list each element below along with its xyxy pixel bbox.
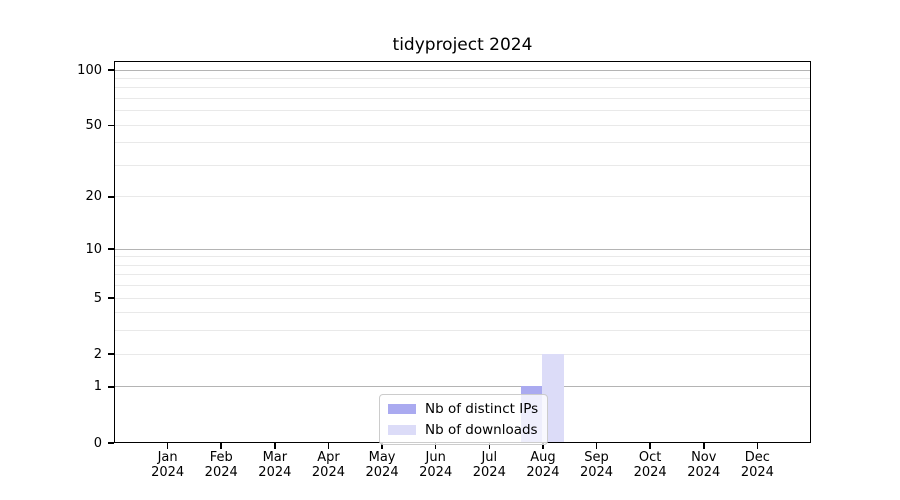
x-tick-mark-nov [703,443,705,449]
legend-label-distinct-ips: Nb of distinct IPs [425,401,539,417]
x-tick-label-nov: Nov 2024 [687,450,721,480]
gridline-minor-80 [115,87,810,89]
y-tick-label-2: 2 [93,346,102,362]
legend-item-downloads: Nb of downloads [388,422,538,438]
plot-area [114,61,811,443]
x-tick-label-oct: Oct 2024 [633,450,667,480]
y-tick-mark-5 [108,297,114,299]
y-tick-mark-2 [108,353,114,355]
y-tick-mark-1 [108,386,114,388]
gridline-minor-90 [115,77,810,79]
x-tick-mark-jun [434,443,437,449]
x-tick-label-dec: Dec 2024 [740,450,774,480]
x-tick-label-jun: Jun 2024 [419,450,453,480]
y-tick-mark-100 [108,69,114,71]
x-tick-label-jul: Jul 2024 [472,450,506,480]
x-tick-mark-jul [488,443,491,449]
y-tick-label-50: 50 [85,117,102,133]
y-tick-mark-10 [108,248,114,250]
legend-item-distinct-ips: Nb of distinct IPs [388,401,538,417]
gridline-minor-60 [115,110,810,112]
gridline-minor-7 [115,274,810,276]
x-tick-mark-aug [542,443,544,449]
gridline-major-100 [115,69,810,71]
y-tick-label-10: 10 [85,241,102,257]
legend-swatch-distinct-ips [388,404,416,414]
y-tick-label-100: 100 [77,62,102,78]
legend-swatch-downloads [388,425,416,435]
legend: Nb of distinct IPs Nb of downloads [379,394,549,445]
x-tick-mark-sep [595,443,598,449]
x-tick-mark-may [381,443,383,449]
x-tick-mark-dec [756,443,759,449]
gridline-minor-5 [115,297,810,299]
chart-title: tidyproject 2024 [392,35,533,55]
x-tick-mark-feb [220,443,222,449]
gridline-minor-9 [115,256,810,258]
x-tick-label-feb: Feb 2024 [204,450,238,480]
x-tick-label-aug: Aug 2024 [526,450,560,480]
gridline-minor-70 [115,98,810,100]
x-tick-mark-mar [274,443,276,449]
gridline-major-10 [115,248,810,250]
x-tick-mark-oct [649,443,651,449]
y-tick-label-1: 1 [93,379,102,395]
gridline-minor-50 [115,124,810,126]
x-tick-label-may: May 2024 [365,450,399,480]
y-tick-label-0: 0 [93,435,102,451]
gridline-minor-40 [115,142,810,144]
gridline-minor-4 [115,312,810,314]
y-tick-label-5: 5 [93,290,102,306]
gridline-minor-8 [115,264,810,266]
gridline-minor-6 [115,285,810,287]
x-tick-mark-apr [327,443,330,449]
gridline-major-1 [115,386,810,388]
x-tick-label-jan: Jan 2024 [151,450,185,480]
y-tick-label-20: 20 [85,189,102,205]
x-tick-label-sep: Sep 2024 [579,450,614,480]
gridline-minor-20 [115,196,810,198]
x-tick-label-mar: Mar 2024 [258,450,292,480]
y-tick-mark-50 [108,124,114,127]
x-tick-mark-jan [166,443,169,449]
legend-label-downloads: Nb of downloads [425,422,538,438]
x-tick-label-apr: Apr 2024 [311,450,345,480]
gridline-minor-3 [115,330,810,332]
gridline-minor-2 [115,353,810,355]
y-tick-mark-0 [108,442,114,444]
y-tick-mark-20 [108,196,114,198]
gridline-minor-30 [115,165,810,166]
